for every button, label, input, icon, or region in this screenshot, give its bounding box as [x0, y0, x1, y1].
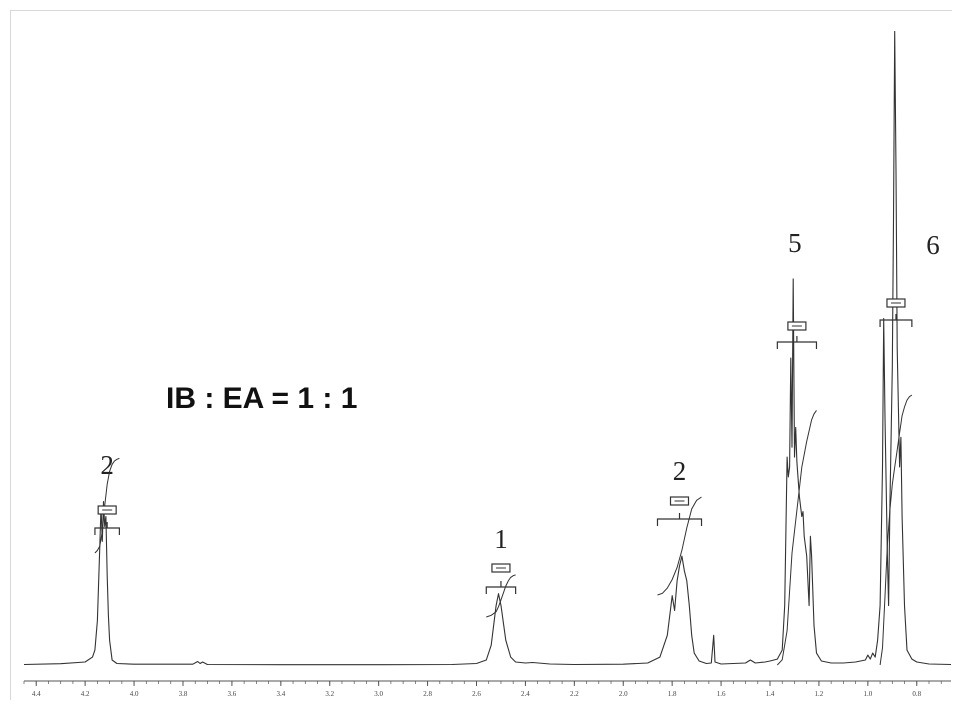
x-tick-label: 3.2 — [325, 690, 334, 698]
x-tick-label: 2.8 — [423, 690, 432, 698]
integral-bracket — [776, 336, 818, 349]
integral-bracket — [656, 513, 703, 526]
x-tick-label: 2.0 — [619, 690, 628, 698]
x-tick-label: 3.8 — [179, 690, 188, 698]
x-tick-label: 1.2 — [815, 690, 824, 698]
x-tick-label: 3.6 — [228, 690, 237, 698]
x-axis: 4.4 4.2 4.0 3.8 3.6 3.4 3.2 3.0 2.8 2.6 2.4 2.2 2.0 1… — [23, 680, 951, 698]
integral-curve — [776, 410, 817, 666]
peak-labels: 2 1 2 5 6 — [100, 228, 939, 554]
integral-bracket — [485, 581, 517, 594]
peak-integration-label: 2 — [673, 456, 687, 486]
integral-curve — [879, 394, 913, 666]
x-tick-label: 0.8 — [912, 690, 921, 698]
x-tick-label: 2.6 — [472, 690, 481, 698]
x-tick-label: 1.6 — [717, 690, 726, 698]
peak-integration-label: 2 — [100, 450, 114, 480]
peak-integration-label: 1 — [494, 524, 508, 554]
x-axis-ticks: 4.4 4.2 4.0 3.8 3.6 3.4 3.2 3.0 2.8 2.6 2.4 2.2 2.0 1… — [23, 681, 942, 698]
peak-integration-label: 6 — [926, 230, 940, 260]
x-tick-label: 4.2 — [81, 690, 90, 698]
frame-left-border — [10, 10, 11, 700]
x-tick-label: 1.8 — [668, 690, 677, 698]
integral-curve — [94, 457, 120, 554]
spectrum-trace — [23, 30, 952, 666]
ratio-annotation: IB : EA = 1 : 1 — [166, 382, 357, 415]
x-tick-label: 3.0 — [374, 690, 383, 698]
integral-bracket — [879, 314, 913, 327]
integral-bracket — [94, 522, 120, 535]
x-tick-label: 2.2 — [570, 690, 579, 698]
integral-brackets — [94, 298, 913, 594]
x-tick-label: 3.4 — [276, 690, 285, 698]
x-tick-label: 1.0 — [863, 690, 872, 698]
integral-curve — [486, 574, 516, 618]
x-tick-label: 1.4 — [766, 690, 775, 698]
traces — [23, 30, 952, 666]
frame-top-border — [10, 10, 952, 11]
x-tick-label: 4.0 — [130, 690, 139, 698]
peak-integration-label: 5 — [788, 228, 802, 258]
x-tick-label: 4.4 — [32, 690, 41, 698]
x-tick-label: 2.4 — [521, 690, 530, 698]
integral-curve — [657, 496, 702, 596]
